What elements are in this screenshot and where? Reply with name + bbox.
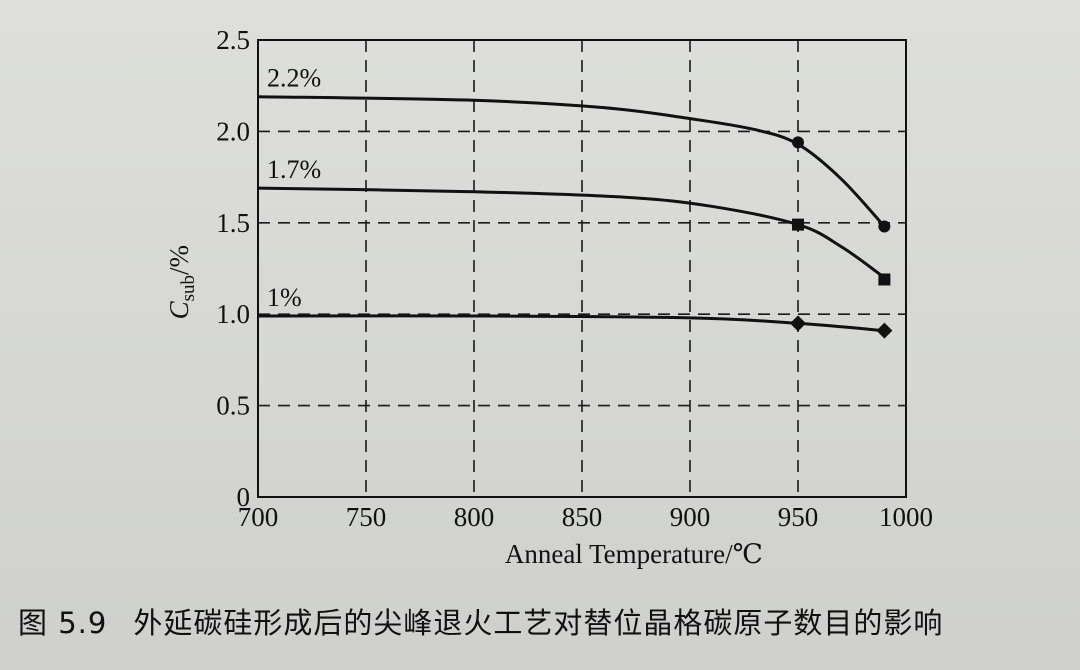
y-tick-label: 1.0 <box>216 299 250 329</box>
series-label-3: 1% <box>267 283 302 312</box>
x-tick-label: 950 <box>778 502 819 532</box>
data-point-diamond <box>876 322 893 339</box>
data-point-circle <box>878 220 891 233</box>
series-line-3 <box>257 314 885 333</box>
x-tick-label: 900 <box>670 502 711 532</box>
y-axis-title: Csub/% <box>164 245 199 319</box>
data-point-diamond <box>790 315 806 332</box>
svg-text:Csub/%: Csub/% <box>164 245 199 319</box>
caption-text: 外延碳硅形成后的尖峰退火工艺对替位晶格碳原子数目的影响 <box>133 606 944 640</box>
y-axis-title-suffix: /% <box>164 245 194 275</box>
x-tick-label: 1000 <box>879 502 933 532</box>
y-tick-label: 0 <box>237 482 251 512</box>
series-label-2: 1.7% <box>267 155 321 184</box>
series-labels: 2.2% 1.7% 1% <box>267 64 321 312</box>
figure-caption: 图 5.9 外延碳硅形成后的尖峰退火工艺对替位晶格碳原子数目的影响 <box>18 600 1068 642</box>
series-lines <box>257 95 886 333</box>
series-label-1: 2.2% <box>267 64 321 93</box>
x-tick-label: 700 <box>238 502 279 532</box>
data-point-square <box>878 273 891 286</box>
y-tick-label: 0.5 <box>216 391 250 421</box>
y-tick-label: 1.5 <box>216 208 250 238</box>
y-tick-label: 2.5 <box>216 25 250 55</box>
plot-frame <box>257 39 907 498</box>
data-markers <box>790 136 893 339</box>
caption-number: 图 5.9 <box>18 606 108 640</box>
x-tick-label: 750 <box>346 502 387 532</box>
tick-labels: 700 750 800 850 900 950 1000 0 0.5 1.0 1.5 2.0 2.5 <box>216 25 933 532</box>
line-chart: 700 750 800 850 900 950 1000 0 0.5 1.0 1.5 2.0 2.5 2… <box>164 25 933 569</box>
x-tick-label: 850 <box>562 502 603 532</box>
series-line-2 <box>257 186 886 279</box>
y-axis-title-symbol: C <box>164 300 194 319</box>
data-point-square <box>792 218 804 231</box>
y-tick-label: 2.0 <box>216 116 250 146</box>
data-point-circle <box>792 136 804 149</box>
y-axis-title-subscript: sub <box>178 275 199 301</box>
x-tick-label: 800 <box>454 502 495 532</box>
grid-lines <box>258 40 906 497</box>
series-line-1 <box>257 95 886 228</box>
x-axis-title: Anneal Temperature/℃ <box>505 539 763 569</box>
